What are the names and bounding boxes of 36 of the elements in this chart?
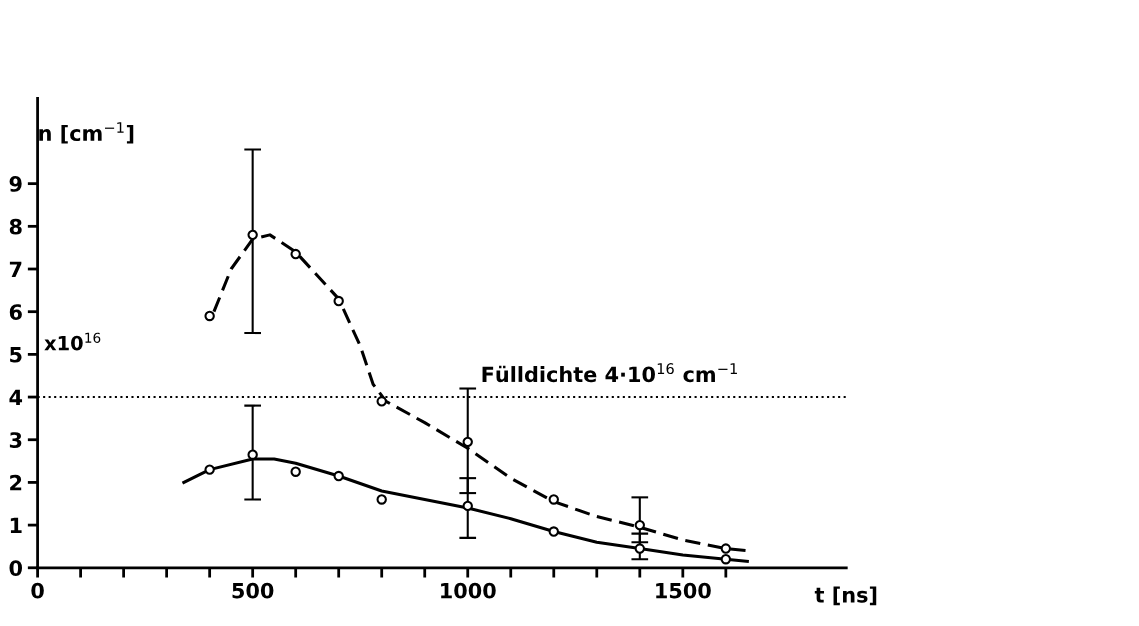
- point: [247, 449, 258, 460]
- point: [290, 248, 301, 260]
- point: [462, 436, 473, 448]
- point: [634, 543, 646, 554]
- point: [333, 470, 344, 482]
- point: [204, 464, 215, 475]
- y-tick-label: 4: [9, 389, 23, 405]
- point: [720, 543, 732, 554]
- y-axis-title: n [cm$^{−1}$]: [39, 122, 134, 144]
- y-tick-label: 2: [10, 474, 22, 491]
- x-tick-label: 0: [31, 582, 44, 599]
- y-tick-label: 9: [9, 176, 22, 192]
- point: [720, 554, 732, 565]
- point: [204, 310, 215, 322]
- ref-line-label: Fülldichte 4·10$^{16}$ cm$^{−1}$: [482, 363, 737, 383]
- y-tick-label: 8: [9, 218, 22, 235]
- point: [290, 466, 301, 477]
- point: [376, 494, 387, 505]
- x-tick-label: 1500: [656, 582, 711, 599]
- x-tick-label: 1000: [441, 582, 496, 599]
- point: [376, 396, 387, 407]
- point: [548, 526, 559, 537]
- point: [462, 500, 473, 512]
- y-tick-label: 7: [9, 261, 22, 277]
- y-tick-label: 5: [10, 347, 22, 363]
- x-tick-label: 500: [232, 582, 274, 599]
- y-tick-label: 0: [9, 560, 23, 576]
- point: [333, 295, 344, 307]
- x-axis-title: t [ns]: [814, 586, 877, 606]
- y-tick-label: 1: [10, 517, 22, 534]
- y-tick-label: 6: [9, 304, 22, 320]
- point: [634, 519, 646, 531]
- point: [247, 229, 258, 241]
- y-tick-label: 3: [9, 432, 22, 448]
- annotation: x10$^{16}$: [44, 332, 101, 351]
- point: [548, 494, 559, 505]
